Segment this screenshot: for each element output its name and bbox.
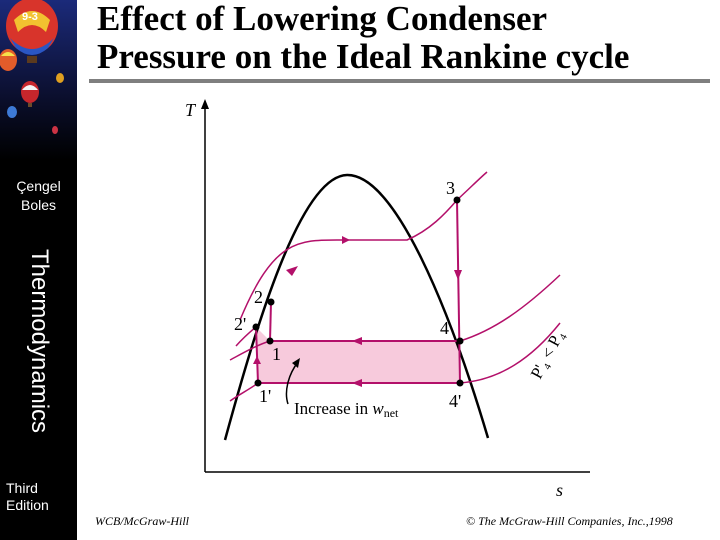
annotation-var: w [372, 399, 384, 418]
state-point-1 [266, 337, 274, 345]
book-title-vertical: Thermodynamics [0, 218, 77, 463]
edition-line-1: Third [6, 480, 38, 496]
author-boles: Boles [20, 197, 57, 213]
hot-air-balloon-art [0, 0, 77, 160]
net-work-annotation: Increase in wnet [294, 399, 399, 420]
annotation-sub: net [384, 406, 399, 420]
footer-publisher: WCB/McGraw-Hill [95, 514, 189, 528]
state-point-2prime [252, 323, 260, 331]
footer-copyright: © The McGraw-Hill Companies, Inc.,1998 [466, 514, 673, 528]
pressure-line-p4prime-right [459, 322, 561, 384]
label-point-3: 3 [446, 178, 455, 198]
state-point-4 [456, 337, 464, 345]
x-axis-label: s [556, 480, 563, 500]
state-point-1prime [254, 379, 262, 387]
pressure-line-p4prime-left [229, 382, 259, 402]
slide-title: Effect of Lowering Condenser Pressure on… [97, 0, 717, 76]
author-cengel: Çengel [16, 178, 61, 194]
arrow-turbine [454, 270, 462, 280]
state-point-4prime [456, 379, 464, 387]
annotation-arrowhead [292, 358, 300, 368]
ts-diagram: T s 3 2 2' 1 1' 4 4' P'₄ < P₄ Increase i… [185, 99, 590, 500]
slide-number: 9-3 [22, 11, 38, 23]
pressure-line-p4-right [459, 274, 561, 342]
pressure-comparison-label: P'₄ < P₄ [527, 327, 568, 382]
annotation-text: Increase in [294, 399, 372, 418]
state-point-3 [453, 196, 461, 204]
arrow-condenser-upper [352, 337, 362, 345]
sidebar: 9-3 Çengel Boles Thermodynamics Third Ed… [0, 0, 77, 540]
label-point-2: 2 [254, 287, 263, 307]
arrow-pump-2 [286, 266, 298, 276]
label-point-4prime: 4' [449, 391, 461, 411]
title-underline [89, 79, 710, 83]
state-point-2 [267, 298, 275, 306]
pressure-line-high [239, 171, 488, 321]
edition-label: Third Edition [6, 480, 49, 514]
label-point-1prime: 1' [259, 386, 271, 406]
y-axis-label: T [185, 100, 197, 120]
arrow-pump-2prime [253, 356, 261, 364]
pump-line-1prime-2prime [255, 326, 259, 384]
arrow-heating [342, 236, 350, 244]
title-line-2: Pressure on the Ideal Rankine cycle [97, 37, 630, 76]
label-point-4: 4 [440, 318, 449, 338]
title-line-1: Effect of Lowering Condenser [97, 0, 548, 38]
label-point-2prime: 2' [234, 314, 246, 334]
book-title-text: Thermodynamics [25, 248, 53, 433]
turbine-line-3-4 [456, 199, 461, 384]
label-point-1: 1 [272, 344, 281, 364]
net-work-increase-area [256, 327, 460, 383]
edition-line-2: Edition [6, 497, 49, 513]
pump-line-1-2 [269, 301, 272, 342]
arrow-condenser-lower [352, 379, 362, 387]
